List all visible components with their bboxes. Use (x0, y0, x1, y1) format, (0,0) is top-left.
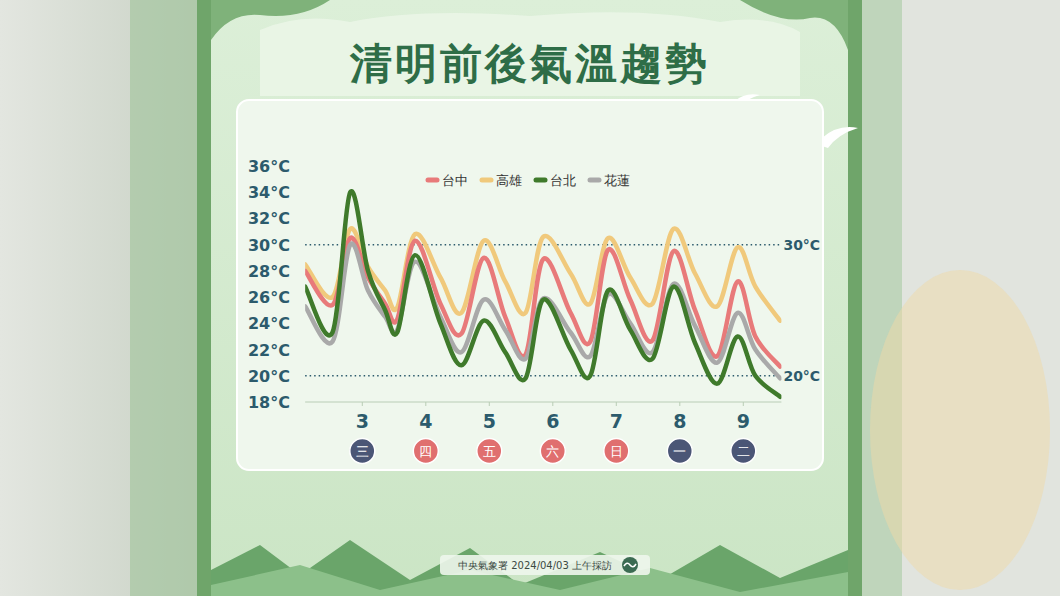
x-tick-label: 8 (673, 410, 686, 432)
y-axis: 18°C 20°C 22°C 24°C 26°C 28°C 30°C 32°C 34°C 36°C (248, 157, 305, 412)
weekday-badge (540, 439, 565, 464)
ref-line (305, 244, 781, 246)
logo-wave (624, 563, 636, 567)
panel (237, 100, 823, 470)
weekday-badge (667, 439, 692, 464)
legend: 台中 高雄 台北 花蓮 (428, 173, 630, 188)
weekday-badge (604, 439, 629, 464)
x-tick (679, 402, 680, 406)
weekday-badge (731, 439, 756, 464)
x-tick-label: 9 (737, 410, 750, 432)
logo-circle (622, 557, 638, 573)
x-tick-label: 4 (419, 410, 432, 432)
x-tick (743, 402, 744, 406)
x-tick (425, 402, 426, 406)
mountains (211, 540, 848, 596)
legend-label: 台中 (442, 173, 468, 188)
y-tick-label: 28°C (248, 262, 290, 281)
x-axis: 3 4 5 6 7 8 9 三 四 五 六 日 一 二 (350, 402, 756, 464)
weekday-label: 二 (737, 444, 750, 459)
y-tick-label: 22°C (248, 341, 290, 360)
y-tick (301, 270, 305, 271)
ref-label: 20°C (783, 368, 820, 384)
side-left (0, 0, 197, 596)
source-bg (440, 555, 650, 575)
side-blob (870, 270, 1050, 590)
legend-label: 台北 (550, 173, 576, 188)
ref-label: 30°C (783, 237, 820, 253)
y-tick-label: 26°C (248, 288, 290, 307)
legend-swatch (590, 178, 599, 183)
x-tick (489, 402, 490, 406)
y-tick (301, 402, 305, 403)
y-tick-label: 20°C (248, 367, 290, 386)
y-tick (301, 166, 305, 167)
legend-label: 花蓮 (604, 173, 630, 188)
x-tick-label: 6 (546, 410, 559, 432)
side-left-strip (130, 0, 197, 596)
series-lines (305, 191, 780, 397)
weekday-label: 四 (419, 444, 432, 459)
series-line (305, 244, 780, 379)
y-tick-label: 34°C (248, 183, 290, 202)
y-tick (301, 218, 305, 219)
y-tick-label: 18°C (248, 393, 290, 412)
card (197, 0, 862, 596)
card-edge (848, 0, 862, 596)
source: 中央氣象署 2024/04/03 上午採訪 (458, 560, 612, 571)
y-tick (301, 244, 305, 245)
y-tick-label: 24°C (248, 314, 290, 333)
x-tick-label: 5 (483, 410, 496, 432)
title-cloud (260, 12, 800, 96)
legend-label: 高雄 (496, 173, 522, 188)
x-tick-label: 3 (356, 410, 369, 432)
legend-swatch (482, 178, 491, 183)
x-axis-line (305, 402, 781, 403)
y-tick-label: 30°C (248, 236, 290, 255)
weekday-badge (477, 439, 502, 464)
weekday-badge (350, 439, 375, 464)
y-tick-label: 36°C (248, 157, 290, 176)
y-tick (301, 192, 305, 193)
y-tick-label: 32°C (248, 209, 290, 228)
weekday-badge (413, 439, 438, 464)
x-tick (552, 402, 553, 406)
series-line (305, 191, 780, 397)
y-tick (301, 323, 305, 324)
y-tick (301, 349, 305, 350)
y-tick (301, 297, 305, 298)
side-right (862, 0, 1060, 596)
weekday-label: 五 (483, 444, 496, 459)
weekday-label: 三 (356, 444, 369, 459)
weekday-label: 一 (673, 444, 686, 459)
y-tick (301, 375, 305, 376)
x-tick (362, 402, 363, 406)
card-edge (197, 0, 211, 596)
x-tick (616, 402, 617, 406)
legend-swatch (428, 178, 437, 183)
logo (622, 557, 638, 573)
title: 清明前後氣溫趨勢 (349, 39, 710, 88)
x-tick-label: 7 (610, 410, 623, 432)
weekday-label: 六 (546, 444, 559, 459)
legend-swatch (536, 178, 545, 183)
canvas: 清明前後氣溫趨勢中央氣象署 2024/04/03 上午採訪 18°C 20°C 22°… (0, 0, 1060, 596)
weekday-label: 日 (610, 444, 623, 459)
